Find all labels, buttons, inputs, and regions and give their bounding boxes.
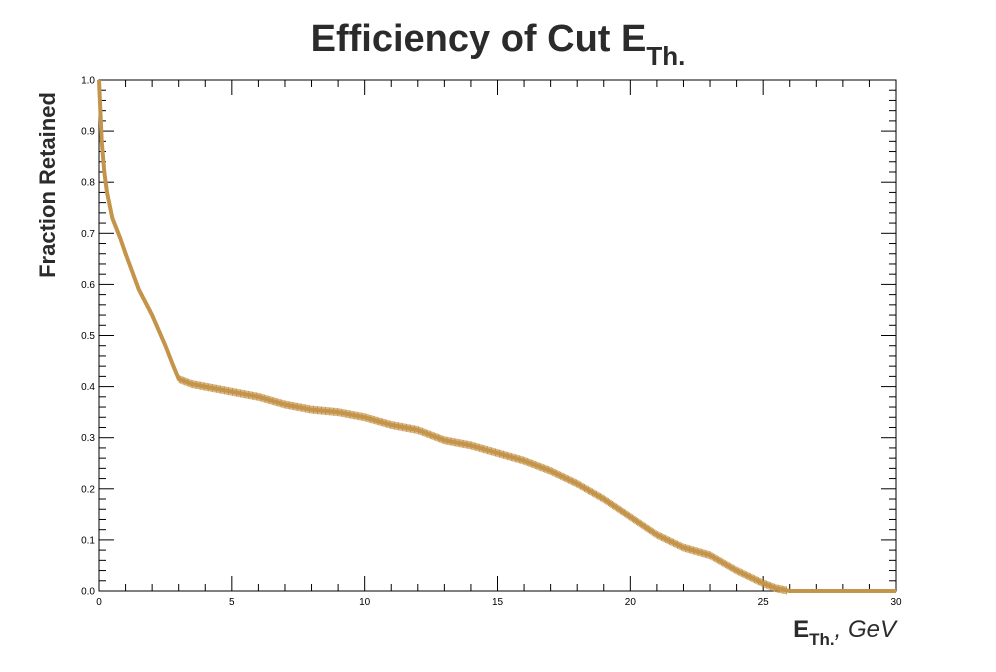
plot-frame xyxy=(98,79,897,592)
chart-title-subscript: Th. xyxy=(646,41,686,71)
chart-title: Efficiency of Cut ETh. xyxy=(0,18,996,71)
y-tick-label: 0.5 xyxy=(81,331,95,342)
x-tick-label: 15 xyxy=(492,597,504,608)
y-tick-label: 0.0 xyxy=(81,587,95,598)
x-axis-label: ETh., GeV xyxy=(793,616,896,649)
x-tick-label: 20 xyxy=(625,597,637,608)
y-tick-label: 0.2 xyxy=(81,484,95,495)
x-axis-label-subscript: Th. xyxy=(809,630,835,649)
chart-title-main: Efficiency of Cut E xyxy=(310,18,647,60)
y-tick-label: 0.9 xyxy=(81,127,95,138)
x-tick-label: 10 xyxy=(359,597,371,608)
y-tick-label: 1.0 xyxy=(81,76,95,87)
x-tick-label: 0 xyxy=(96,597,102,608)
x-tick-label: 25 xyxy=(758,597,770,608)
y-tick-label: 0.7 xyxy=(81,229,95,240)
series-line xyxy=(97,79,896,593)
x-axis-label-unit: , GeV xyxy=(834,616,896,643)
x-axis-label-main: E xyxy=(793,616,810,643)
y-tick-label: 0.8 xyxy=(81,178,95,189)
y-tick-label: 0.6 xyxy=(81,280,95,291)
y-tick-label: 0.4 xyxy=(81,382,95,393)
y-tick-label: 0.3 xyxy=(81,433,95,444)
x-tick-label: 30 xyxy=(890,597,902,608)
x-tick-label: 5 xyxy=(229,597,235,608)
y-tick-label: 0.1 xyxy=(81,535,95,546)
